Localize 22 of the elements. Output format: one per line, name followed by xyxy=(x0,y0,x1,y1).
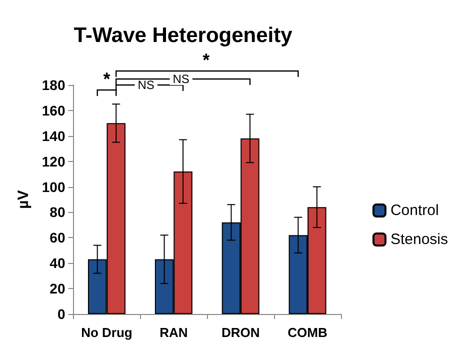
y-tick-label: 40 xyxy=(50,255,66,272)
legend-label: Stenosis xyxy=(390,231,448,248)
y-tick-label: 120 xyxy=(42,153,66,170)
y-tick-label: 180 xyxy=(42,77,66,93)
y-tick-label: 100 xyxy=(42,178,66,195)
y-tick-label: 80 xyxy=(50,204,66,220)
annotation: * xyxy=(103,69,110,89)
x-tick-label: COMB xyxy=(288,325,328,340)
x-tick-label: DRON xyxy=(221,325,260,340)
x-tick-label: No Drug xyxy=(81,325,132,340)
annotation: NS xyxy=(172,72,190,86)
x-tick-label: RAN xyxy=(160,325,188,340)
chart-title: T-Wave Heterogeneity xyxy=(74,24,293,47)
y-tick-label: 20 xyxy=(50,280,66,297)
annotation: NS xyxy=(138,78,154,92)
y-tick-label: 160 xyxy=(42,102,66,118)
text: * xyxy=(202,50,210,70)
y-tick-label: 0 xyxy=(57,306,66,322)
y-tick-label: 60 xyxy=(50,230,66,246)
y-axis-title: µV xyxy=(15,190,32,209)
y-tick-label: 140 xyxy=(42,128,66,144)
legend-label: Control xyxy=(390,202,439,219)
